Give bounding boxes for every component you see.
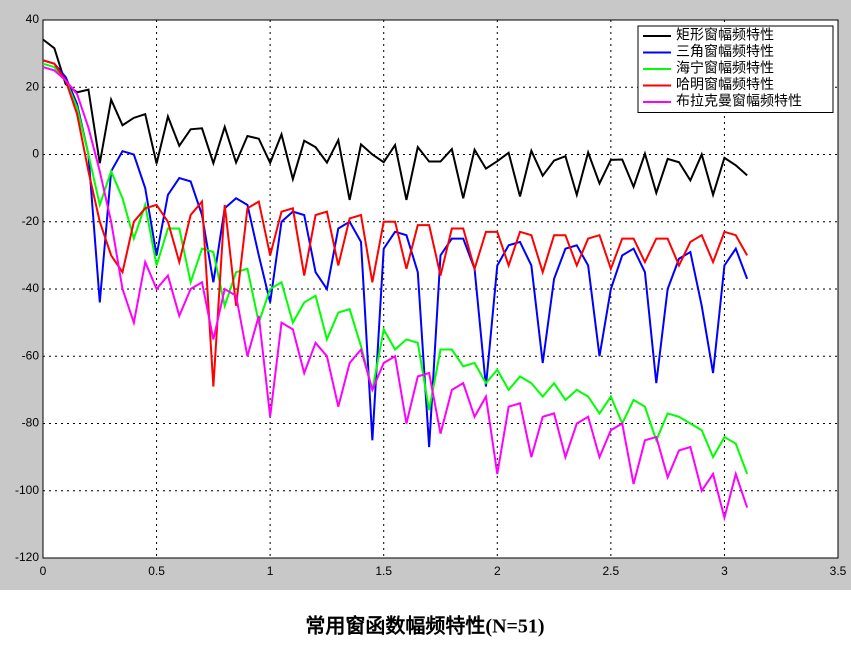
y-tick-label: -20	[22, 214, 40, 228]
y-tick-label: -80	[22, 416, 40, 430]
x-tick-label: 1.5	[375, 564, 392, 578]
x-tick-label: 2.5	[603, 564, 620, 578]
legend-label: 海宁窗幅频特性	[676, 60, 774, 76]
y-tick-label: -60	[22, 348, 40, 362]
x-tick-label: 0.5	[148, 564, 165, 578]
series-line	[42, 66, 749, 522]
y-tick-label: -120	[15, 550, 39, 564]
series-line	[42, 59, 749, 387]
x-tick-label: 0	[40, 564, 47, 578]
legend-label: 哈明窗幅频特性	[676, 76, 774, 92]
x-tick-label: 2	[494, 564, 501, 578]
x-tick-label: 3.5	[830, 564, 847, 578]
series-line	[42, 62, 749, 475]
x-tick-label: 3	[721, 564, 728, 578]
legend-label: 三角窗幅频特性	[676, 43, 774, 59]
y-tick-label: 20	[26, 79, 40, 93]
legend-label: 矩形窗幅频特性	[676, 27, 774, 43]
series-line	[42, 38, 748, 201]
y-tick-label: -100	[15, 483, 39, 497]
y-tick-label: 0	[32, 147, 39, 161]
chart-title: 常用窗函数幅频特性(N=51)	[305, 614, 544, 638]
series-line	[42, 59, 749, 448]
legend-label: 布拉克曼窗幅频特性	[676, 93, 802, 109]
x-tick-label: 1	[267, 564, 274, 578]
y-tick-label: -40	[22, 281, 40, 295]
y-tick-label: 40	[26, 12, 40, 26]
